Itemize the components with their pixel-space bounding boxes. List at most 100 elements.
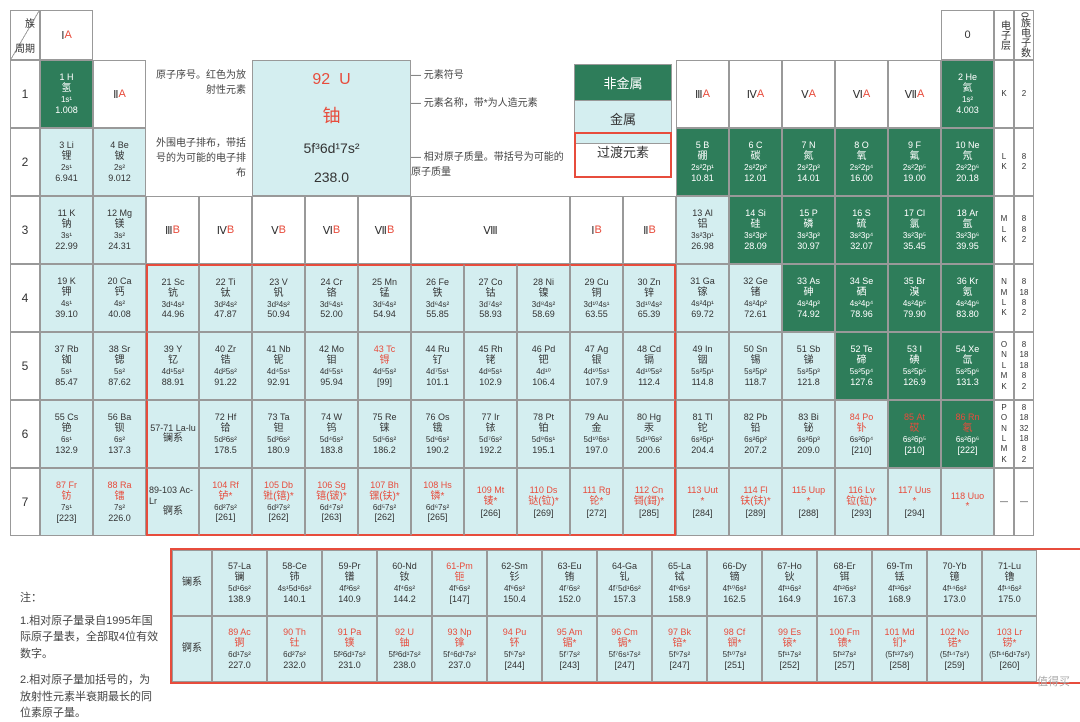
el-19: 19 K钾4s¹39.10 <box>40 264 93 332</box>
el-87: 87 Fr钫7s¹[223] <box>40 468 93 536</box>
col-count: 0族电子数 <box>1014 10 1034 60</box>
el-40: 40 Zr锆4d²5s²91.22 <box>199 332 252 400</box>
el-73: 73 Ta钽5d³6s²180.9 <box>252 400 305 468</box>
act-label: 锕系 <box>172 616 212 682</box>
el-16: 16 S硫3s²3p⁴32.07 <box>835 196 888 264</box>
el-112: 112 Cn鿔(鎶)*[285] <box>623 468 676 536</box>
el-84: 84 Po钋6s²6p⁴[210] <box>835 400 888 468</box>
lanth-label: 镧系 <box>172 550 212 616</box>
corner: 族周期 <box>10 10 40 60</box>
el-47: 47 Ag银4d¹⁰5s¹107.9 <box>570 332 623 400</box>
el-52: 52 Te碲5s²5p⁴127.6 <box>835 332 888 400</box>
el-23: 23 V钒3d³4s²50.94 <box>252 264 305 332</box>
el-1: 1 H氢1s¹1.008 <box>40 60 93 128</box>
el-41: 41 Nb铌4d⁴5s¹92.91 <box>252 332 305 400</box>
el-82: 82 Pb铅6s²6p²207.2 <box>729 400 782 468</box>
el-85: 85 At砹6s²6p⁵[210] <box>888 400 941 468</box>
el-35: 35 Br溴4s²4p⁵79.90 <box>888 264 941 332</box>
example-box: 92 U铀5f³6d¹7s²238.0 <box>252 60 411 196</box>
el-75: 75 Re铼5d⁵6s²186.2 <box>358 400 411 468</box>
el-13: 13 Al铝3s²3p¹26.98 <box>676 196 729 264</box>
el-44: 44 Ru钌4d⁷5s¹101.1 <box>411 332 464 400</box>
el-49: 49 In铟5s²5p¹114.8 <box>676 332 729 400</box>
el-10: 10 Ne氖2s²2p⁶20.18 <box>941 128 994 196</box>
el-118: 118 Uuo* <box>941 468 994 536</box>
period-2: 2 <box>10 128 40 196</box>
el-114: 114 Fl𫓧(𫓧)*[289] <box>729 468 782 536</box>
el-72: 72 Hf铪5d²6s²178.5 <box>199 400 252 468</box>
el-15: 15 P磷3s²3p³30.97 <box>782 196 835 264</box>
el-17: 17 Cl氯3s²3p⁵35.45 <box>888 196 941 264</box>
el-89-103: 89-103 Ac-Lr锕系 <box>146 468 199 536</box>
el-3: 3 Li锂2s¹6.941 <box>40 128 93 196</box>
el-42: 42 Mo钼4d⁵5s¹95.94 <box>305 332 358 400</box>
el-57-71: 57-71 La-lu镧系 <box>146 400 199 468</box>
el-55: 55 Cs铯6s¹132.9 <box>40 400 93 468</box>
el-26: 26 Fe铁3d⁶4s²55.85 <box>411 264 464 332</box>
el-24: 24 Cr铬3d⁵4s¹52.00 <box>305 264 358 332</box>
el-46: 46 Pd钯4d¹⁰106.4 <box>517 332 570 400</box>
el-32: 32 Ge锗4s²4p²72.61 <box>729 264 782 332</box>
el-43: 43 Tc锝4d⁵5s²[99] <box>358 332 411 400</box>
el-9: 9 F氟2s²2p⁵19.00 <box>888 128 941 196</box>
note2: 2.相对原子量加括号的，为放射性元素半衰期最长的同位素原子量。 <box>20 672 160 722</box>
el-29: 29 Cu铜3d¹⁰4s¹63.55 <box>570 264 623 332</box>
period-3: 3 <box>10 196 40 264</box>
el-37: 37 Rb铷5s¹85.47 <box>40 332 93 400</box>
el-115: 115 Uup*[288] <box>782 468 835 536</box>
el-111: 111 Rg𬬭*[272] <box>570 468 623 536</box>
el-109: 109 Mt鿏*[266] <box>464 468 517 536</box>
el-27: 27 Co钴3d⁷4s²58.93 <box>464 264 517 332</box>
el-110: 110 Ds𫟼(𫟷)*[269] <box>517 468 570 536</box>
el-12: 12 Mg镁3s²24.31 <box>93 196 146 264</box>
watermark: 值得买 <box>1037 673 1070 689</box>
el-76: 76 Os锇5d⁶6s²190.2 <box>411 400 464 468</box>
el-36: 36 Kr氪4s²4p⁶83.80 <box>941 264 994 332</box>
el-80: 80 Hg汞5d¹⁰6s²200.6 <box>623 400 676 468</box>
el-51: 51 Sb锑5s²5p³121.8 <box>782 332 835 400</box>
el-22: 22 Ti钛3d²4s²47.87 <box>199 264 252 332</box>
period-6: 6 <box>10 400 40 468</box>
el-78: 78 Pt铂5d⁹6s¹195.1 <box>517 400 570 468</box>
el-106: 106 Sg𬭳(𬭛)*6d⁴7s²[263] <box>305 468 358 536</box>
el-83: 83 Bi铋6s²6p³209.0 <box>782 400 835 468</box>
note1: 1.相对原子量录自1995年国际原子量表，全部取4位有效数字。 <box>20 613 160 663</box>
el-105: 105 Db𬭊(𬭳)*6d³7s²[262] <box>252 468 305 536</box>
el-2: 2 He氦1s²4.003 <box>941 60 994 128</box>
el-34: 34 Se硒4s²4p⁴78.96 <box>835 264 888 332</box>
el-39: 39 Y钇4d¹5s²88.91 <box>146 332 199 400</box>
period-7: 7 <box>10 468 40 536</box>
el-81: 81 Tl铊6s²6p¹204.4 <box>676 400 729 468</box>
el-79: 79 Au金5d¹⁰6s¹197.0 <box>570 400 623 468</box>
el-104: 104 Rf𬬻*6d²7s²[261] <box>199 468 252 536</box>
period-5: 5 <box>10 332 40 400</box>
el-11: 11 K钠3s¹22.99 <box>40 196 93 264</box>
el-33: 33 As砷4s²4p³74.92 <box>782 264 835 332</box>
col-layer: 电子层 <box>994 10 1014 60</box>
el-25: 25 Mn锰3d⁵4s²54.94 <box>358 264 411 332</box>
el-14: 14 Si硅3s²3p²28.09 <box>729 196 782 264</box>
el-116: 116 Lv𫟷(𫟷)*[293] <box>835 468 888 536</box>
el-113: 113 Uut*[284] <box>676 468 729 536</box>
notes-h: 注： <box>20 590 160 607</box>
el-108: 108 Hs𬭸*6d⁶7s²[265] <box>411 468 464 536</box>
period-1: 1 <box>10 60 40 128</box>
el-4: 4 Be铍2s²9.012 <box>93 128 146 196</box>
el-107: 107 Bh𬭶(𫓧)*6d⁵7s²[262] <box>358 468 411 536</box>
el-86: 86 Rn氡6s²6p⁶[222] <box>941 400 994 468</box>
el-18: 18 Ar氩3s²3p⁶39.95 <box>941 196 994 264</box>
el-21: 21 Sc钪3d¹4s²44.96 <box>146 264 199 332</box>
el-45: 45 Rh铑4d⁸5s¹102.9 <box>464 332 517 400</box>
el-5: 5 B硼2s²2p¹10.81 <box>676 128 729 196</box>
el-28: 28 Ni镍3d⁸4s²58.69 <box>517 264 570 332</box>
el-38: 38 Sr锶5s²87.62 <box>93 332 146 400</box>
el-117: 117 Uus*[294] <box>888 468 941 536</box>
el-88: 88 Ra镭7s²226.0 <box>93 468 146 536</box>
el-31: 31 Ga镓4s²4p¹69.72 <box>676 264 729 332</box>
el-54: 54 Xe氙5s²5p⁶131.3 <box>941 332 994 400</box>
period-4: 4 <box>10 264 40 332</box>
el-30: 30 Zn锌3d¹⁰4s²65.39 <box>623 264 676 332</box>
el-8: 8 O氧2s²2p⁴16.00 <box>835 128 888 196</box>
el-50: 50 Sn锡5s²5p²118.7 <box>729 332 782 400</box>
el-74: 74 W钨5d⁴6s²183.8 <box>305 400 358 468</box>
